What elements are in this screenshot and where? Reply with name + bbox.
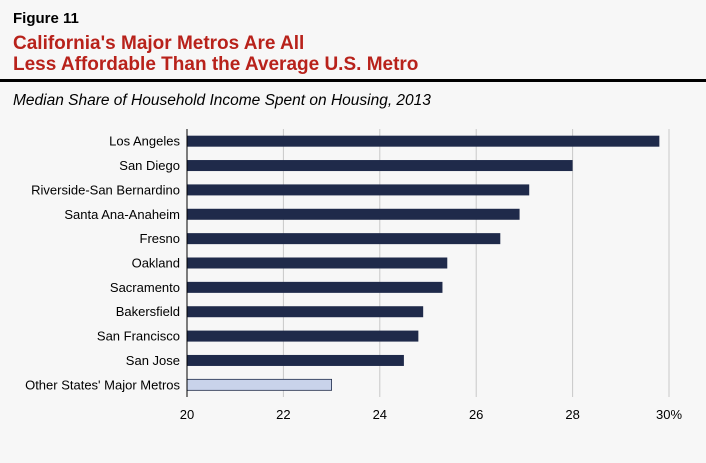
x-tick-label: 20 xyxy=(180,407,194,422)
category-label: San Francisco xyxy=(97,329,180,344)
category-label: Bakersfield xyxy=(116,304,180,319)
bar-sacramento xyxy=(187,281,443,293)
category-label: Santa Ana-Anaheim xyxy=(64,207,180,222)
category-label: Fresno xyxy=(140,231,180,246)
bars xyxy=(186,135,660,391)
x-tick-labels: 20 22 24 26 28 30% xyxy=(180,407,683,422)
title-line-2: Less Affordable Than the Average U.S. Me… xyxy=(13,54,419,75)
x-tick-label: 24 xyxy=(373,407,387,422)
category-label: Other States' Major Metros xyxy=(25,377,180,392)
bar-san-diego xyxy=(187,160,573,172)
chart-title: California's Major Metros Are All Less A… xyxy=(13,33,418,75)
bar-oakland xyxy=(187,257,448,269)
category-label: San Diego xyxy=(119,158,180,173)
x-tick-label: 26 xyxy=(469,407,483,422)
category-label: Los Angeles xyxy=(109,134,180,149)
bar-santa-ana-anaheim xyxy=(187,208,520,220)
bar-los-angeles xyxy=(187,135,660,147)
x-tick-label: 22 xyxy=(276,407,290,422)
bar-bakersfield xyxy=(187,306,424,318)
bar-san-francisco xyxy=(187,330,419,342)
bar-riverside-san-bernardino xyxy=(187,184,530,196)
figure-label: Figure 11 xyxy=(13,10,79,27)
bar-other-states-major-metros xyxy=(186,378,333,391)
title-divider xyxy=(0,79,706,82)
category-label: Oakland xyxy=(132,256,180,271)
title-line-1: California's Major Metros Are All xyxy=(13,33,305,54)
category-label: Riverside-San Bernardino xyxy=(31,182,180,197)
chart-subtitle: Median Share of Household Income Spent o… xyxy=(13,92,431,109)
x-tick-label: 28 xyxy=(565,407,579,422)
category-label: San Jose xyxy=(126,353,180,368)
x-tick-label: 30% xyxy=(656,407,682,422)
category-labels: Los Angeles San Diego Riverside-San Bernar… xyxy=(25,134,180,393)
bar-san-jose xyxy=(187,354,404,366)
category-label: Sacramento xyxy=(110,280,180,295)
bar-fresno xyxy=(187,233,501,245)
